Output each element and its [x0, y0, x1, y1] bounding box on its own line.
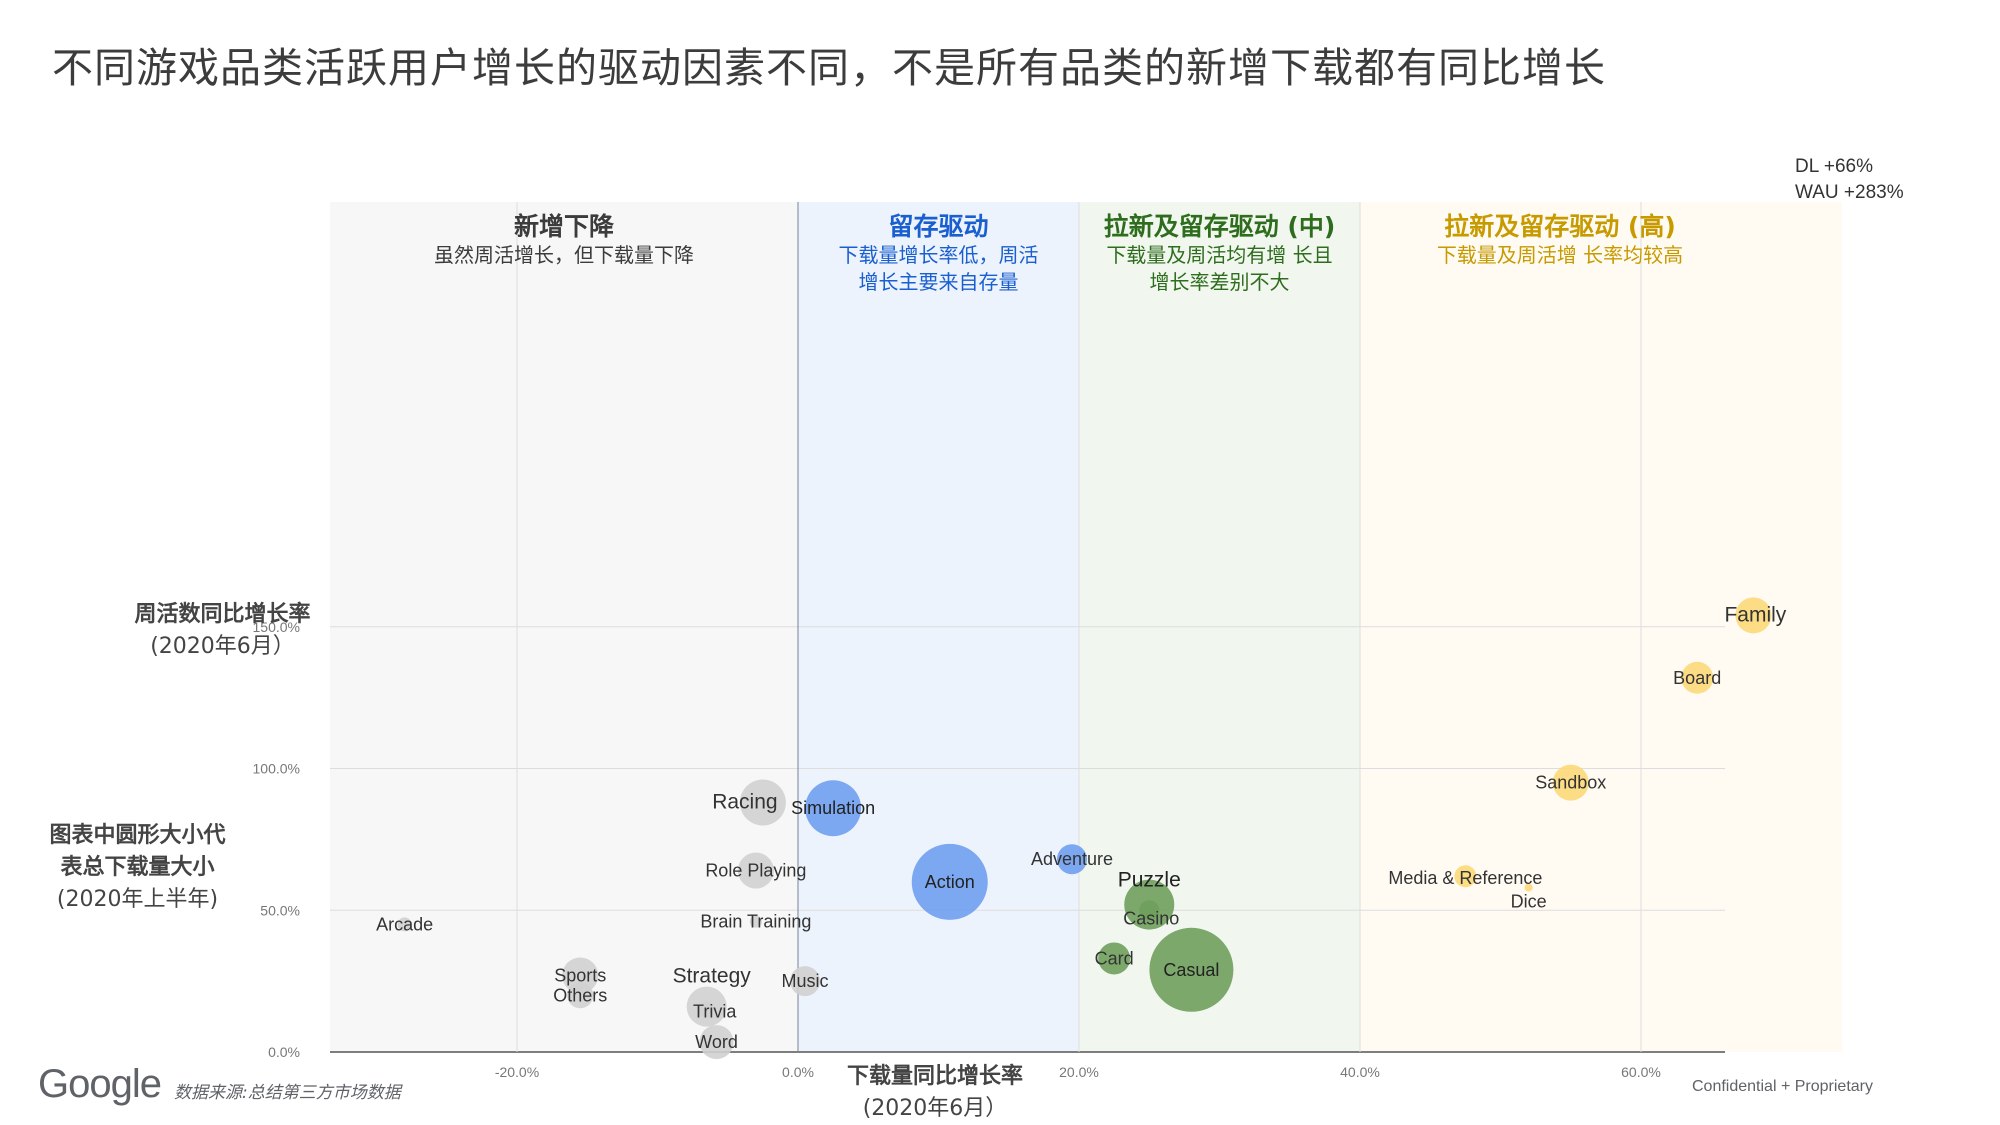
- bubble-label-dice: Dice: [1511, 892, 1547, 912]
- bubble-labels: Family Board Sandbox Media & Reference Dice R…: [376, 603, 1787, 1052]
- bubbles: [397, 597, 1772, 1060]
- zone-2-subtitle: 下载量增长率低，周活: [839, 243, 1039, 267]
- data-source-note: 数据来源:总结第三方市场数据: [174, 1083, 401, 1103]
- bubble-label-sports: Sports: [554, 965, 606, 985]
- zone-1-heading: 新增下降: [514, 212, 615, 241]
- bubble-label-media-reference: Media & Reference: [1388, 868, 1542, 888]
- zone-2-heading: 留存驱动: [888, 212, 988, 241]
- bubble-sandbox: [1552, 764, 1589, 801]
- bubble-casino: [1139, 900, 1160, 921]
- bubble-label-arcade: Arcade: [376, 914, 433, 934]
- bubble-label-trivia: Trivia: [693, 1001, 737, 1021]
- bubble-label-sandbox: Sandbox: [1535, 773, 1606, 793]
- bubble-label-racing: Racing: [712, 791, 777, 814]
- confidential-note: Confidential + Proprietary: [1692, 1078, 1873, 1095]
- bubble-sports: [562, 957, 599, 994]
- bubble-board: [1681, 661, 1714, 694]
- zone-3-heading: 拉新及留存驱动 (中): [1104, 212, 1336, 241]
- bubble-adventure: [1056, 844, 1087, 875]
- zone-1-subtitle: 虽然周活增长，但下载量下降: [434, 243, 694, 267]
- x-tick-label: 20.0%: [1059, 1064, 1099, 1080]
- bubble-label-casual: Casual: [1163, 960, 1219, 980]
- bubble-card: [1098, 942, 1131, 975]
- bubble-brain-training: [749, 915, 762, 928]
- x-tick-label: 40.0%: [1340, 1064, 1380, 1080]
- y-tick-label: 0.0%: [268, 1044, 300, 1060]
- zone-3-subtitle: 增长率差别不大: [1150, 270, 1290, 294]
- bubble-size-note: 图表中圆形大小代 表总下载量大小 (2020年上半年): [49, 823, 226, 912]
- bubble-label-card: Card: [1095, 948, 1134, 968]
- bubble-label-adventure: Adventure: [1031, 849, 1113, 869]
- bubble-label-strategy: Strategy: [673, 965, 752, 988]
- bubble-role-playing: [737, 852, 774, 889]
- bubble-label-action: Action: [925, 872, 975, 892]
- x-tick-label: -20.0%: [495, 1064, 539, 1080]
- bubble-casual: [1149, 927, 1234, 1012]
- family-annotation-line: DL +66%: [1795, 156, 1873, 177]
- bubble-dice: [1524, 883, 1533, 892]
- y-tick-label: 50.0%: [260, 902, 300, 918]
- family-annotation: DL +66% WAU +283%: [1795, 156, 1904, 203]
- bubble-trivia: [698, 1001, 715, 1018]
- bubble-music: [790, 966, 821, 997]
- family-annotation-line: WAU +283%: [1795, 182, 1904, 203]
- bubble-word: [699, 1025, 734, 1060]
- tick-labels: 0.0% 50.0% 100.0% 150.0% -20.0% 0.0% 20.0% 40.0…: [253, 619, 1661, 1080]
- bubble-label-others: Others: [553, 985, 607, 1005]
- y-axis-label: 周活数同比增长率 (2020年6月）: [134, 602, 311, 659]
- bubble-label-casino: Casino: [1123, 908, 1179, 928]
- x-tick-label: 0.0%: [782, 1064, 814, 1080]
- bubble-label-role-playing: Role Playing: [705, 861, 806, 881]
- zone-4-heading: 拉新及留存驱动 (高): [1444, 212, 1676, 241]
- x-axis-label: 下载量同比增长率 (2020年6月）: [846, 1064, 1023, 1121]
- zone-4-subtitle: 下载量及周活增 长率均较高: [1437, 243, 1683, 267]
- zone-3-subtitle: 下载量及周活均有增 长且: [1106, 243, 1332, 267]
- bubble-others: [567, 982, 594, 1009]
- google-logo: Google: [38, 1062, 162, 1106]
- bubble-label-simulation: Simulation: [791, 798, 875, 818]
- zone-2-subtitle: 增长主要来自存量: [859, 270, 1019, 294]
- bubble-action: [911, 843, 988, 920]
- bubble-label-music: Music: [782, 971, 829, 991]
- x-tick-label: 60.0%: [1621, 1064, 1661, 1080]
- bubble-label-board: Board: [1673, 668, 1721, 688]
- y-tick-label: 150.0%: [253, 619, 300, 635]
- bubble-label-word: Word: [695, 1032, 738, 1052]
- page-title: 不同游戏品类活跃用户增长的驱动因素不同，不是所有品类的新增下载都有同比增长: [52, 44, 1606, 92]
- bubble-racing: [739, 779, 786, 826]
- bubble-simulation: [805, 780, 862, 837]
- bubble-label-family: Family: [1724, 603, 1786, 626]
- bubble-label-puzzle: Puzzle: [1118, 869, 1181, 892]
- bubble-family: [1735, 597, 1772, 634]
- y-tick-label: 100.0%: [253, 761, 300, 777]
- bubble-arcade: [397, 917, 412, 932]
- bubble-media-reference: [1454, 865, 1477, 888]
- bubble-label-brain-training: Brain Training: [700, 912, 811, 932]
- gridlines: [330, 202, 1725, 1053]
